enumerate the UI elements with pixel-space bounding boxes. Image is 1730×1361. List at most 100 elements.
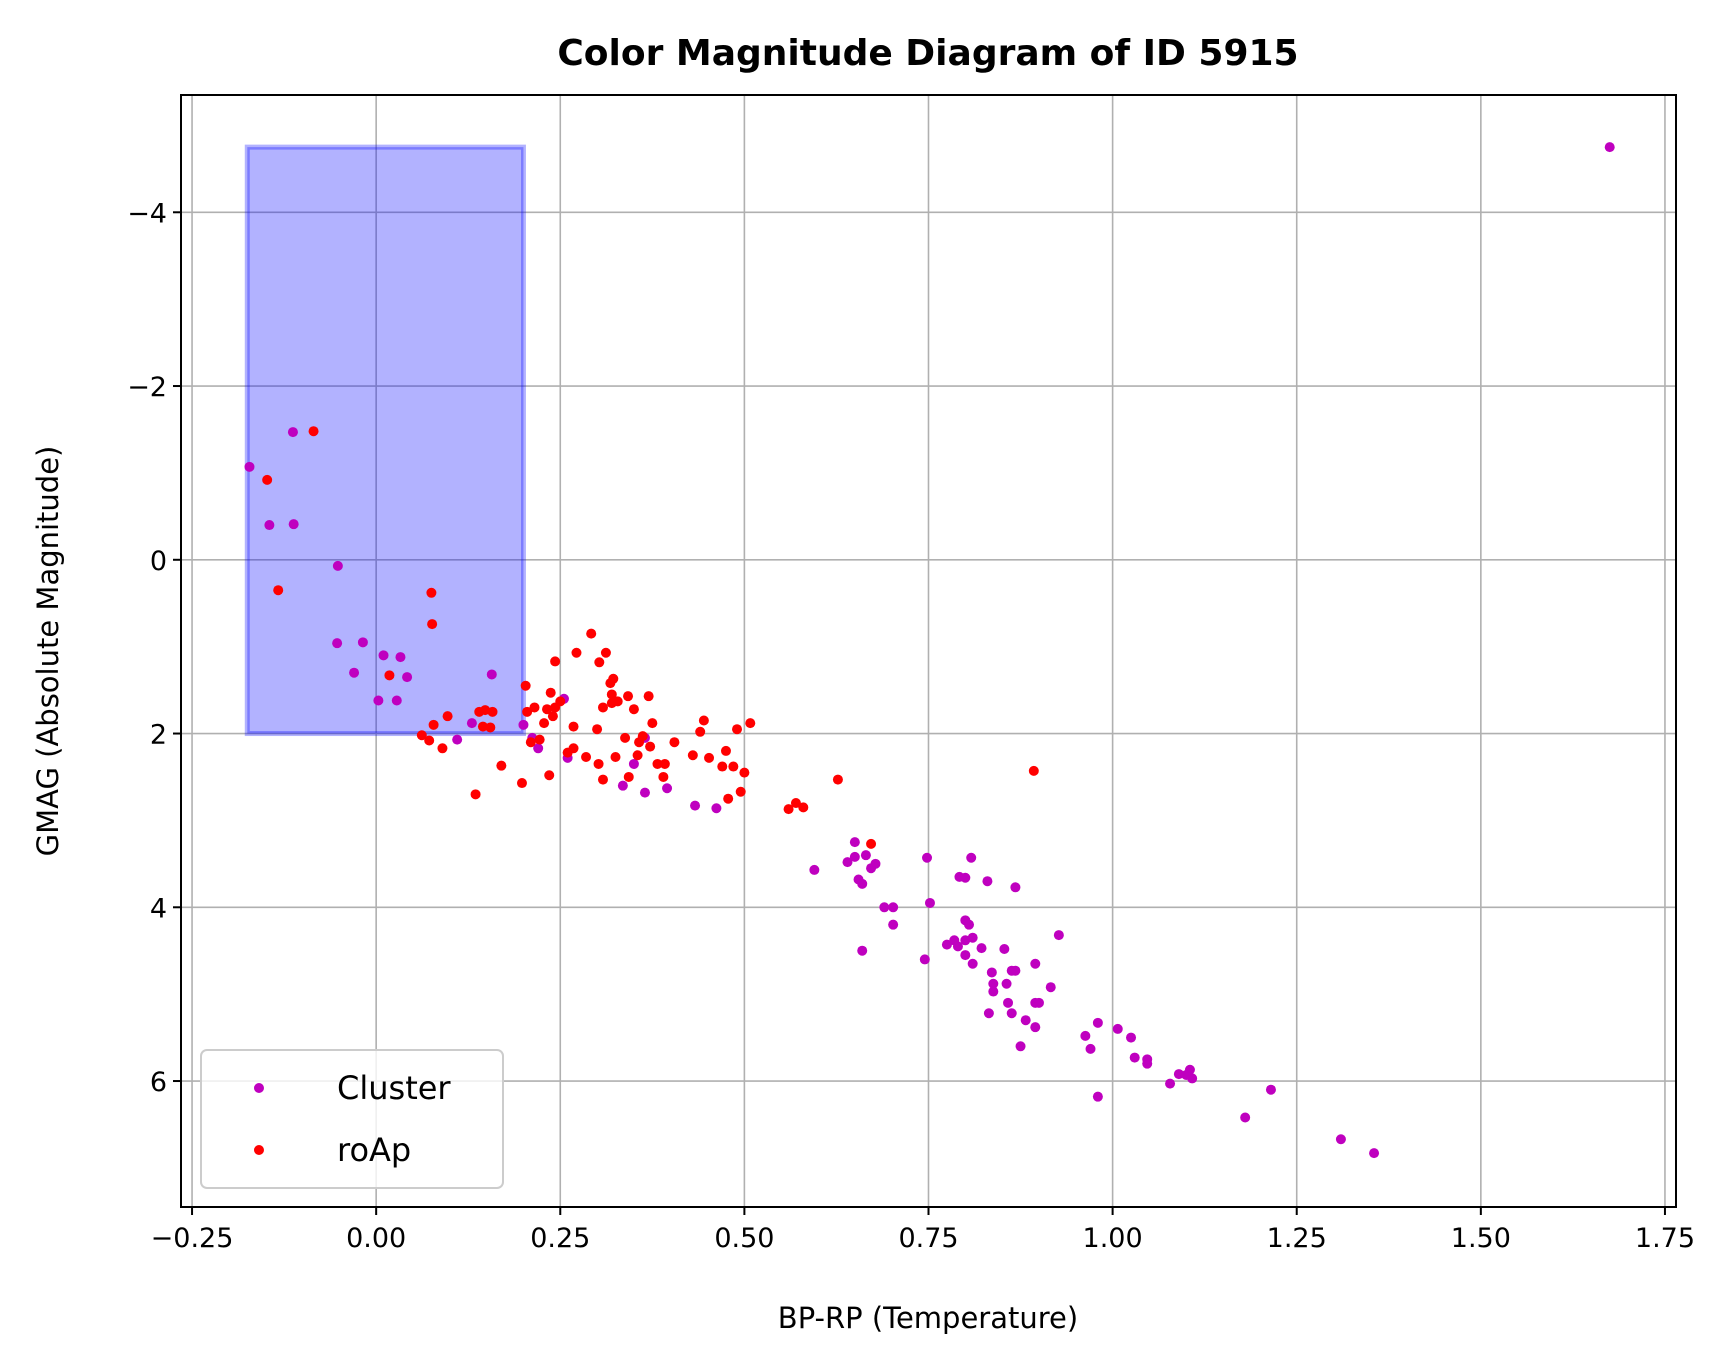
- point-roap: [534, 734, 545, 745]
- point-roap: [628, 704, 639, 715]
- y-tick-label: 6: [150, 1067, 167, 1098]
- point-cluster: [849, 837, 860, 848]
- point-cluster: [690, 800, 701, 811]
- point-roap: [568, 721, 579, 732]
- point-roap: [610, 751, 621, 762]
- point-roap: [520, 680, 531, 691]
- point-roap: [586, 628, 597, 639]
- point-cluster: [1129, 1052, 1140, 1063]
- point-roap: [544, 770, 555, 781]
- point-cluster: [391, 695, 402, 706]
- point-cluster: [1369, 1148, 1380, 1159]
- series-roap: [262, 426, 1039, 849]
- point-cluster: [988, 986, 999, 997]
- point-roap: [620, 732, 631, 743]
- point-cluster: [395, 652, 406, 663]
- point-roap: [525, 737, 536, 748]
- point-roap: [832, 774, 843, 785]
- point-roap: [487, 706, 498, 717]
- series-cluster: [244, 142, 1615, 1159]
- point-cluster: [357, 637, 368, 648]
- point-cluster: [1085, 1043, 1096, 1054]
- point-cluster: [983, 1008, 994, 1019]
- point-cluster: [1142, 1054, 1153, 1065]
- point-cluster: [1165, 1078, 1176, 1089]
- point-roap: [637, 731, 648, 742]
- point-roap: [687, 750, 698, 761]
- point-cluster: [967, 958, 978, 969]
- point-cluster: [1080, 1030, 1091, 1041]
- y-tick-label: 0: [150, 546, 167, 577]
- point-cluster: [1053, 930, 1064, 941]
- point-cluster: [1112, 1023, 1123, 1034]
- point-cluster: [1033, 997, 1044, 1008]
- point-cluster: [378, 650, 389, 661]
- point-cluster: [860, 850, 871, 861]
- point-cluster: [857, 878, 868, 889]
- point-cluster: [967, 932, 978, 943]
- point-cluster: [1240, 1112, 1251, 1123]
- point-cluster: [373, 695, 384, 706]
- x-axis-ticks: −0.25 0.00 0.25 0.50 0.75 1.00 1.25 1.50 1.75: [151, 1207, 1695, 1254]
- point-roap: [592, 724, 603, 735]
- point-cluster: [1092, 1091, 1103, 1102]
- point-cluster: [349, 667, 360, 678]
- point-roap: [658, 771, 669, 782]
- x-tick-label: −0.25: [151, 1223, 234, 1254]
- point-cluster: [857, 945, 868, 956]
- point-roap: [632, 750, 643, 761]
- point-roap: [698, 715, 709, 726]
- point-cluster: [452, 734, 463, 745]
- x-tick-label: 0.75: [898, 1223, 958, 1254]
- point-cluster: [809, 864, 820, 875]
- point-cluster: [960, 872, 971, 883]
- point-cluster: [628, 758, 639, 769]
- point-cluster: [1003, 997, 1014, 1008]
- point-roap: [516, 778, 527, 789]
- point-roap: [720, 745, 731, 756]
- point-roap: [555, 696, 566, 707]
- point-cluster: [1030, 958, 1041, 969]
- point-cluster: [964, 919, 975, 930]
- point-roap: [717, 761, 728, 772]
- point-roap: [745, 718, 756, 729]
- point-cluster: [1015, 1041, 1026, 1052]
- point-roap: [695, 726, 706, 737]
- point-cluster: [888, 919, 899, 930]
- point-roap: [652, 758, 663, 769]
- x-axis-label: BP-RP (Temperature): [778, 1301, 1078, 1335]
- y-axis-label: GMAG (Absolute Magnitude): [31, 446, 65, 857]
- point-roap: [571, 647, 582, 658]
- point-roap: [542, 704, 553, 715]
- point-cluster: [879, 902, 890, 913]
- point-cluster: [1173, 1069, 1184, 1080]
- y-tick-label: 2: [150, 720, 167, 751]
- point-cluster: [849, 851, 860, 862]
- point-roap: [723, 793, 734, 804]
- legend-label-roap: roAp: [337, 1131, 411, 1169]
- point-roap: [1028, 765, 1039, 776]
- point-cluster: [982, 876, 993, 887]
- point-roap: [470, 789, 481, 800]
- legend-box: [200, 1049, 504, 1189]
- point-cluster: [960, 950, 971, 961]
- x-tick-label: 1.25: [1267, 1223, 1327, 1254]
- point-roap: [496, 760, 507, 771]
- point-roap: [623, 691, 634, 702]
- point-cluster: [244, 461, 255, 472]
- point-roap: [262, 474, 273, 485]
- y-tick-label: 4: [150, 893, 167, 924]
- data-points: [244, 142, 1615, 1159]
- point-roap: [597, 702, 608, 713]
- point-roap: [426, 587, 437, 598]
- point-roap: [568, 743, 579, 754]
- point-roap: [550, 656, 561, 667]
- point-cluster: [966, 852, 977, 863]
- point-roap: [866, 838, 877, 849]
- point-cluster: [1006, 1008, 1017, 1019]
- point-roap: [581, 751, 592, 762]
- point-cluster: [842, 857, 853, 868]
- point-cluster: [711, 803, 722, 814]
- point-roap: [416, 730, 427, 741]
- point-roap: [669, 737, 680, 748]
